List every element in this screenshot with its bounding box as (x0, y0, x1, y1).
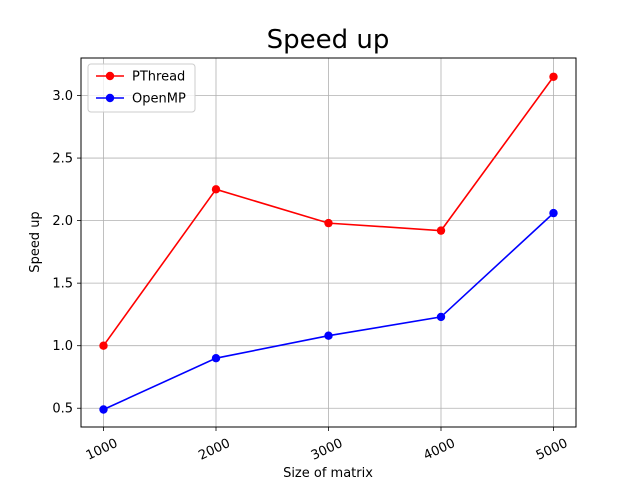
y-tick-label: 2.5 (52, 152, 73, 167)
x-axis: 1000 2000 3000 4000 5000 (84, 427, 570, 464)
series-pthread (99, 72, 558, 350)
data-point-openmp (211, 354, 221, 363)
y-tick-label: 2.0 (52, 214, 73, 229)
grid-lines (81, 58, 576, 427)
y-tick-label: 1.5 (52, 277, 73, 292)
series-layer (99, 72, 558, 414)
data-point-pthread (324, 218, 333, 228)
legend: PThread OpenMP (87, 63, 196, 113)
legend-item-openmp: OpenMP (96, 92, 186, 107)
x-tick-label: 4000 (421, 436, 457, 464)
data-point-openmp (436, 312, 446, 322)
y-axis-label: Speed up (28, 211, 43, 272)
x-tick-label: 1000 (84, 436, 120, 464)
y-tick-label: 1.0 (52, 339, 73, 354)
legend-label: PThread (132, 70, 185, 85)
data-point-pthread (211, 185, 221, 194)
series-openmp (99, 208, 558, 414)
legend-item-pthread: PThread (96, 70, 185, 85)
data-point-openmp (549, 208, 558, 218)
data-point-openmp (324, 331, 333, 340)
chart-title: Speed up (267, 25, 390, 55)
y-tick-label: 3.0 (52, 89, 73, 104)
legend-label: OpenMP (132, 92, 186, 107)
data-point-pthread (549, 72, 558, 81)
x-tick-label: 5000 (534, 436, 570, 464)
legend-marker (105, 93, 115, 103)
x-tick-label: 3000 (309, 436, 345, 464)
y-tick-label: 0.5 (52, 402, 73, 417)
data-point-openmp (99, 405, 108, 414)
legend-marker (105, 71, 115, 81)
y-axis: 0.5 1.0 1.5 2.0 2.5 3.0 (52, 89, 81, 417)
x-tick-label: 2000 (196, 436, 232, 464)
x-axis-label: Size of matrix (283, 466, 373, 480)
data-point-pthread (99, 341, 108, 350)
data-point-pthread (436, 226, 446, 235)
